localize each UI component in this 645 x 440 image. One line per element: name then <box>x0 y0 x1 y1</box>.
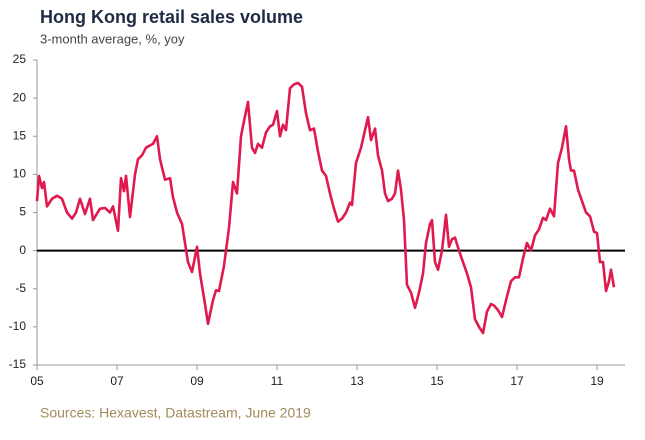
x-tick-label: 07 <box>110 374 124 388</box>
y-tick-label: 25 <box>13 52 27 66</box>
y-tick-label: -10 <box>9 319 27 333</box>
x-tick-label: 17 <box>510 374 524 388</box>
y-tick-label: 5 <box>19 205 26 219</box>
x-tick-label: 19 <box>590 374 604 388</box>
x-tick-label: 09 <box>190 374 204 388</box>
chart-title: Hong Kong retail sales volume <box>40 7 303 27</box>
y-tick-label: -5 <box>15 281 26 295</box>
chart-subtitle: 3-month average, %, yoy <box>40 31 185 46</box>
data-line <box>35 81 616 335</box>
y-tick-label: 10 <box>13 167 27 181</box>
y-tick-label: 15 <box>13 128 27 142</box>
y-tick-label: 0 <box>19 243 26 257</box>
source-note: Sources: Hexavest, Datastream, June 2019 <box>40 405 311 421</box>
y-tick-label: -15 <box>9 357 27 371</box>
x-tick-label: 11 <box>271 374 284 388</box>
x-tick-label: 15 <box>430 374 444 388</box>
y-tick-label: 20 <box>13 90 27 104</box>
x-tick-label: 13 <box>350 374 364 388</box>
x-tick-label: 05 <box>30 374 44 388</box>
